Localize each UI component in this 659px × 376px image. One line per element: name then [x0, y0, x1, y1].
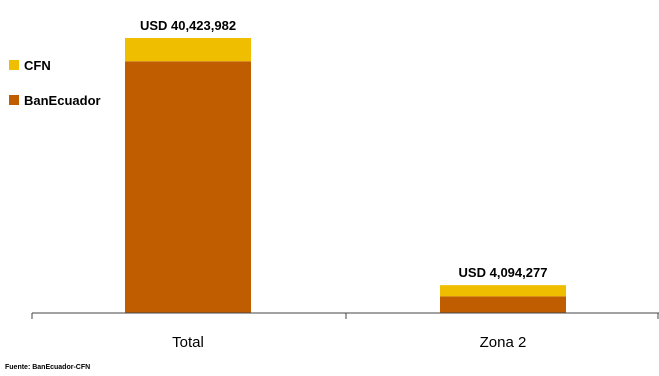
total-label: USD 40,423,982	[140, 18, 236, 33]
category-label: Zona 2	[480, 334, 527, 351]
legend-label-cfn: CFN	[24, 58, 51, 73]
legend-label-banecuador: BanEcuador	[24, 93, 101, 108]
legend-swatch-cfn	[9, 60, 19, 70]
bar-cfn-total	[125, 38, 251, 62]
x-axis	[31, 312, 659, 319]
bars-group	[125, 38, 566, 313]
legend-swatch-banecuador	[9, 95, 19, 105]
bar-banecuador-zona-2	[440, 296, 566, 313]
bar-banecuador-total	[125, 61, 251, 313]
source-note: Fuente: BanEcuador-CFN	[5, 364, 91, 371]
bar-cfn-zona-2	[440, 285, 566, 297]
labels-group: USD 40,423,982 Total USD 4,094,277 Zona 2	[140, 18, 548, 351]
legend: CFN BanEcuador	[9, 58, 101, 108]
total-label: USD 4,094,277	[459, 265, 548, 280]
category-label: Total	[172, 334, 204, 351]
